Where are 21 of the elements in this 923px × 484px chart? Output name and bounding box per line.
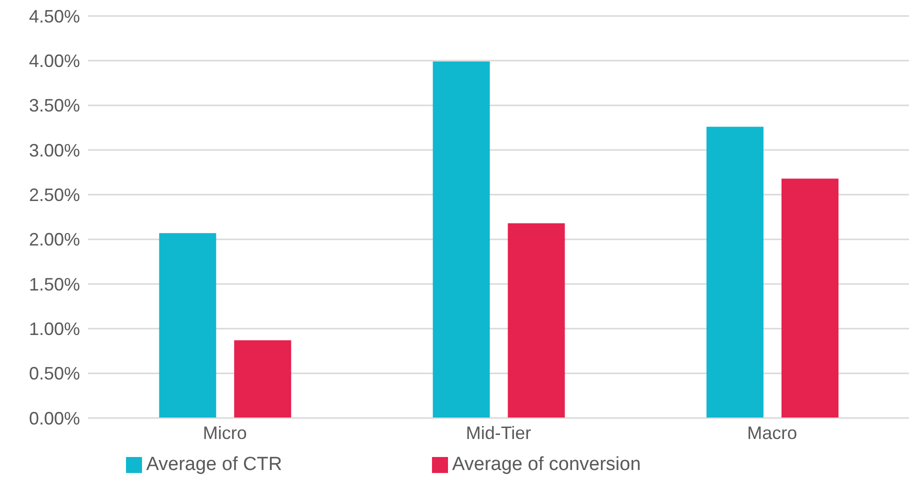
- bar: [234, 340, 292, 418]
- y-tick-label: 4.00%: [28, 51, 80, 72]
- legend-label: Average of CTR: [146, 454, 282, 475]
- y-tick-label: 4.50%: [28, 6, 80, 26]
- x-tick-label: Micro: [202, 422, 247, 443]
- bar: [159, 233, 216, 418]
- y-tick-label: 2.50%: [28, 185, 80, 206]
- y-tick-label: 3.00%: [28, 140, 80, 160]
- x-tick-label: Macro: [747, 422, 798, 443]
- x-tick-label: Mid-Tier: [466, 422, 532, 443]
- y-tick-label: 0.00%: [28, 408, 80, 428]
- bar: [508, 223, 565, 418]
- y-tick-label: 1.00%: [28, 319, 80, 340]
- y-tick-label: 0.50%: [28, 364, 80, 384]
- bar: [432, 62, 490, 418]
- bar: [781, 178, 838, 418]
- y-tick-label: 2.00%: [28, 230, 80, 250]
- bar: [706, 126, 764, 418]
- legend-label: Average of conversion: [452, 454, 641, 475]
- y-tick-label: 1.50%: [28, 274, 80, 294]
- y-tick-label: 3.50%: [28, 96, 80, 116]
